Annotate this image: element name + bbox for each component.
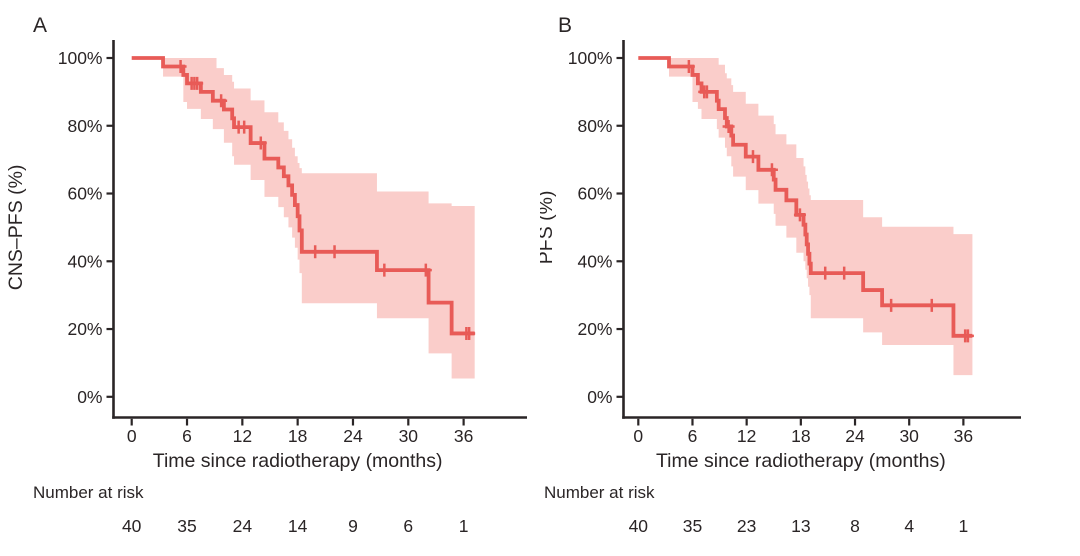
x-tick-label: 0 <box>127 426 137 446</box>
y-axis-title: PFS (%) <box>540 191 557 265</box>
censor-mark <box>254 136 267 150</box>
x-tick-label: 36 <box>454 426 473 446</box>
y-tick-label: 60% <box>67 184 102 204</box>
censor-mark <box>819 266 832 280</box>
x-tick-label: 18 <box>288 426 307 446</box>
censor-mark <box>722 119 735 133</box>
y-tick-label: 100% <box>568 48 613 68</box>
censor-mark <box>191 76 204 90</box>
confidence-band <box>669 58 973 376</box>
x-tick-label: 24 <box>343 426 363 446</box>
censor-mark <box>328 245 341 259</box>
y-axis-title: CNS–PFS (%) <box>5 165 27 291</box>
risk-count: 13 <box>791 516 810 536</box>
x-tick-label: 30 <box>399 426 419 446</box>
censor-mark <box>174 59 187 73</box>
censor-mark <box>961 329 974 343</box>
panel-label: B <box>558 14 572 37</box>
km-plot-a: 0% 20% 40% 60% 80% 100% 0 6 12 18 24 30 36 Time since… <box>5 14 527 536</box>
panel-label: A <box>33 14 47 37</box>
risk-count: 1 <box>959 516 969 536</box>
censor-mark <box>838 266 851 280</box>
risk-count: 40 <box>629 516 649 536</box>
risk-count: 23 <box>737 516 756 536</box>
censor-mark <box>746 150 759 164</box>
risk-count: 4 <box>904 516 914 536</box>
censor-mark <box>215 94 228 108</box>
x-tick-label: 36 <box>954 426 973 446</box>
x-tick-label: 30 <box>899 426 919 446</box>
censor-mark <box>885 298 898 312</box>
censor-mark <box>925 298 938 312</box>
x-tick-label: 6 <box>688 426 698 446</box>
risk-count: 35 <box>177 516 196 536</box>
censor-mark <box>700 85 713 99</box>
censor-mark <box>419 263 432 277</box>
risk-count: 40 <box>122 516 142 536</box>
y-tick-label: 100% <box>58 48 103 68</box>
y-tick-label: 60% <box>577 184 612 204</box>
censor-mark <box>238 120 251 134</box>
x-axis-title: Time since radiotherapy (months) <box>153 450 443 472</box>
censor-mark <box>793 208 806 222</box>
y-tick-label: 20% <box>67 319 102 339</box>
x-tick-label: 12 <box>233 426 252 446</box>
km-panel-a: 0% 20% 40% 60% 80% 100% 0 6 12 18 24 30 36 Time since… <box>0 0 540 551</box>
km-panel-b: 0% 20% 40% 60% 80% 100% 0 6 12 18 24 30 36 Time since… <box>535 0 1080 551</box>
risk-table-label: Number at risk <box>33 483 144 502</box>
risk-count: 14 <box>288 516 308 536</box>
risk-count: 8 <box>850 516 860 536</box>
km-curve <box>131 56 475 336</box>
risk-count: 35 <box>683 516 702 536</box>
x-tick-label: 12 <box>737 426 756 446</box>
y-tick-label: 40% <box>577 251 612 271</box>
x-tick-label: 18 <box>791 426 810 446</box>
x-axis-title: Time since radiotherapy (months) <box>656 450 946 472</box>
y-tick-label: 40% <box>67 251 102 271</box>
censor-mark <box>378 263 391 277</box>
y-tick-label: 0% <box>587 387 612 407</box>
y-tick-label: 20% <box>577 319 612 339</box>
risk-count: 1 <box>459 516 469 536</box>
x-tick-label: 6 <box>182 426 192 446</box>
censor-mark <box>765 163 778 177</box>
risk-table-label: Number at risk <box>544 483 655 502</box>
censor-mark <box>682 59 695 73</box>
y-tick-label: 80% <box>577 116 612 136</box>
y-tick-label: 80% <box>67 116 102 136</box>
risk-count: 24 <box>233 516 253 536</box>
confidence-band <box>163 58 475 379</box>
risk-count: 9 <box>348 516 358 536</box>
censor-mark <box>309 245 322 259</box>
risk-count: 6 <box>403 516 413 536</box>
y-tick-label: 0% <box>77 387 102 407</box>
censor-mark <box>463 326 476 340</box>
x-tick-label: 0 <box>633 426 643 446</box>
x-tick-label: 24 <box>845 426 865 446</box>
